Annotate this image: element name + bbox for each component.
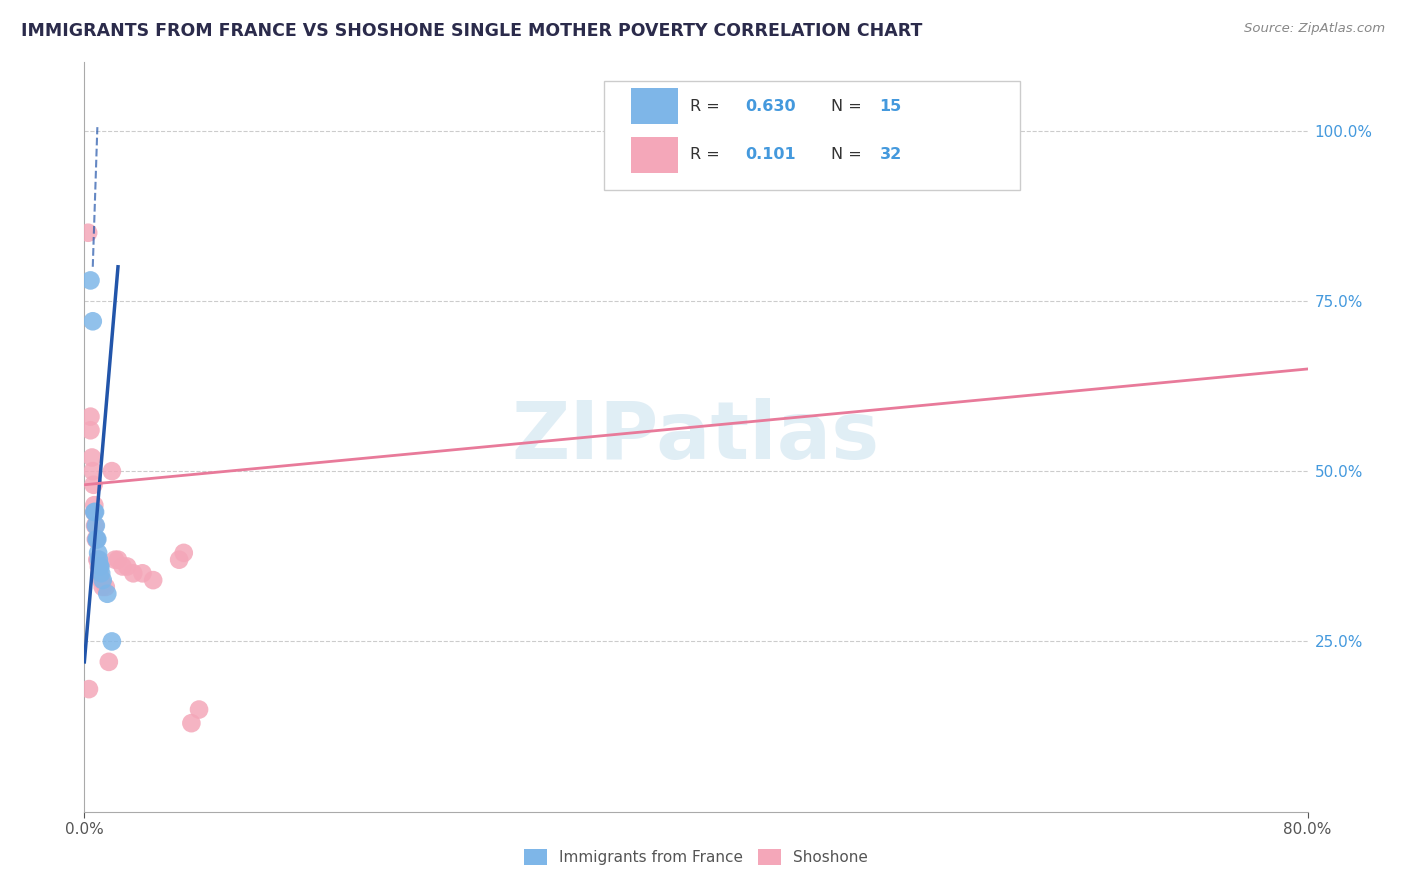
Point — [91, 580, 114, 594]
Point — [89, 559, 111, 574]
Point — [173, 546, 195, 560]
Point — [131, 566, 153, 581]
Point — [107, 552, 129, 566]
Point — [83, 477, 105, 491]
Text: N =: N = — [831, 147, 866, 162]
Legend: Immigrants from France, Shoshone: Immigrants from France, Shoshone — [517, 843, 875, 871]
FancyBboxPatch shape — [605, 81, 1021, 190]
Point — [104, 552, 127, 566]
Point — [91, 573, 114, 587]
Point — [79, 423, 101, 437]
Point — [89, 559, 111, 574]
Point — [111, 559, 134, 574]
Point — [180, 716, 202, 731]
Point — [82, 314, 104, 328]
Point — [79, 273, 101, 287]
Point — [142, 573, 165, 587]
Point — [80, 450, 103, 465]
Point — [87, 559, 110, 574]
Point — [87, 552, 110, 566]
Text: N =: N = — [831, 99, 866, 114]
Point — [86, 552, 108, 566]
FancyBboxPatch shape — [631, 136, 678, 172]
Text: 0.630: 0.630 — [745, 99, 796, 114]
Text: R =: R = — [690, 147, 724, 162]
Point — [79, 409, 101, 424]
Point — [83, 498, 105, 512]
Point — [94, 580, 117, 594]
Point — [101, 464, 124, 478]
Point — [83, 505, 105, 519]
Point — [82, 464, 104, 478]
Point — [86, 533, 108, 547]
Point — [84, 518, 107, 533]
Point — [97, 655, 120, 669]
Point — [122, 566, 145, 581]
FancyBboxPatch shape — [631, 88, 678, 124]
Text: 0.101: 0.101 — [745, 147, 796, 162]
Point — [101, 634, 124, 648]
Point — [188, 702, 211, 716]
Point — [77, 682, 100, 697]
Point — [89, 566, 111, 581]
Point — [167, 552, 190, 566]
Point — [84, 505, 107, 519]
Text: 32: 32 — [880, 147, 901, 162]
Text: ZIPatlas: ZIPatlas — [512, 398, 880, 476]
Point — [77, 226, 100, 240]
Text: 15: 15 — [880, 99, 901, 114]
Point — [83, 505, 105, 519]
Text: R =: R = — [690, 99, 724, 114]
Point — [84, 533, 107, 547]
Point — [90, 573, 112, 587]
Point — [86, 533, 108, 547]
Point — [90, 566, 112, 581]
Point — [84, 518, 107, 533]
Text: IMMIGRANTS FROM FRANCE VS SHOSHONE SINGLE MOTHER POVERTY CORRELATION CHART: IMMIGRANTS FROM FRANCE VS SHOSHONE SINGL… — [21, 22, 922, 40]
Point — [115, 559, 138, 574]
Point — [87, 546, 110, 560]
Point — [86, 533, 108, 547]
Text: Source: ZipAtlas.com: Source: ZipAtlas.com — [1244, 22, 1385, 36]
Point — [87, 552, 110, 566]
Point — [96, 587, 118, 601]
